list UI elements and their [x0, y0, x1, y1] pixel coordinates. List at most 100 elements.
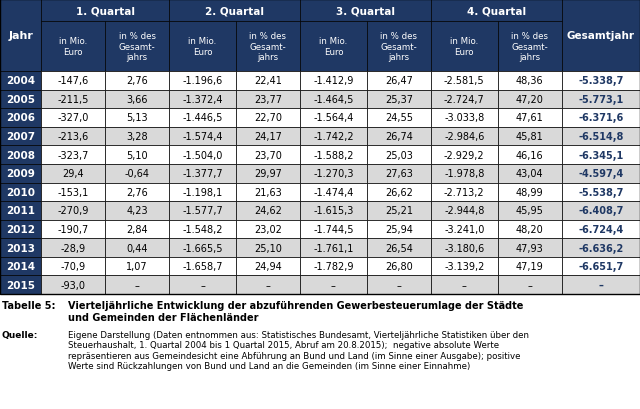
Bar [300, 72, 367, 90]
Text: -0,64: -0,64 [125, 169, 150, 179]
Bar [0, 183, 41, 202]
Text: -6.514,8: -6.514,8 [578, 132, 623, 142]
Bar [300, 164, 367, 183]
Bar [105, 257, 169, 276]
Text: -1.474,4: -1.474,4 [313, 187, 353, 197]
Text: -1.577,7: -1.577,7 [182, 206, 223, 216]
Text: in Mio.
Euro: in Mio. Euro [59, 37, 87, 56]
Bar [236, 202, 300, 220]
Bar [236, 109, 300, 128]
Bar [0, 202, 41, 220]
Bar [562, 0, 640, 72]
Bar [41, 109, 105, 128]
Bar [105, 146, 169, 164]
Bar [169, 72, 236, 90]
Bar [41, 239, 105, 257]
Text: -327,0: -327,0 [58, 113, 89, 123]
Text: in Mio.
Euro: in Mio. Euro [188, 37, 216, 56]
Bar [562, 257, 640, 276]
Bar [0, 164, 41, 183]
Text: 2012: 2012 [6, 225, 35, 234]
Text: 21,63: 21,63 [254, 187, 282, 197]
Bar [498, 183, 562, 202]
Text: -6.651,7: -6.651,7 [578, 261, 623, 272]
Text: 48,99: 48,99 [516, 187, 543, 197]
Text: –: – [396, 280, 401, 290]
Bar [0, 72, 41, 90]
Text: 2,76: 2,76 [126, 187, 148, 197]
Text: 5,10: 5,10 [126, 150, 148, 160]
Text: -2.984,6: -2.984,6 [444, 132, 484, 142]
Text: -211,5: -211,5 [58, 94, 89, 105]
Text: 48,20: 48,20 [516, 225, 543, 234]
Text: -6.345,1: -6.345,1 [578, 150, 623, 160]
Bar [0, 128, 41, 146]
Text: 43,04: 43,04 [516, 169, 543, 179]
Bar [41, 202, 105, 220]
Bar [0, 109, 41, 128]
Bar [105, 276, 169, 294]
Bar [41, 72, 105, 90]
Bar [41, 164, 105, 183]
Text: -2.944,8: -2.944,8 [444, 206, 484, 216]
Bar [498, 146, 562, 164]
Text: -1.377,7: -1.377,7 [182, 169, 223, 179]
Bar [169, 257, 236, 276]
Text: 3. Quartal: 3. Quartal [336, 6, 395, 16]
Bar [562, 202, 640, 220]
Text: 26,74: 26,74 [385, 132, 413, 142]
Bar [169, 239, 236, 257]
Text: 26,62: 26,62 [385, 187, 413, 197]
Text: -2.713,2: -2.713,2 [444, 187, 484, 197]
Text: 23,77: 23,77 [254, 94, 282, 105]
Bar [498, 276, 562, 294]
Text: 2010: 2010 [6, 187, 35, 197]
Text: -213,6: -213,6 [58, 132, 89, 142]
Text: -1.665,5: -1.665,5 [182, 243, 223, 253]
Text: 1,07: 1,07 [126, 261, 148, 272]
Bar [105, 109, 169, 128]
Text: Gesamtjahr: Gesamtjahr [567, 31, 635, 41]
Text: 3,28: 3,28 [126, 132, 148, 142]
Bar [0, 257, 41, 276]
Text: 47,93: 47,93 [516, 243, 543, 253]
Text: -3.033,8: -3.033,8 [444, 113, 484, 123]
Bar [236, 220, 300, 239]
Text: 2015: 2015 [6, 280, 35, 290]
Bar [498, 202, 562, 220]
Bar [300, 239, 367, 257]
Text: -5.538,7: -5.538,7 [578, 187, 623, 197]
Bar [300, 202, 367, 220]
Bar [236, 276, 300, 294]
Bar [562, 239, 640, 257]
Text: -4.597,4: -4.597,4 [578, 169, 623, 179]
Text: -1.744,5: -1.744,5 [313, 225, 354, 234]
Bar [41, 90, 105, 109]
Text: in Mio.
Euro: in Mio. Euro [319, 37, 348, 56]
Bar [169, 128, 236, 146]
Bar [236, 146, 300, 164]
Text: –: – [462, 280, 467, 290]
Bar [0, 90, 41, 109]
Text: -1.412,9: -1.412,9 [313, 76, 353, 86]
Text: 22,41: 22,41 [254, 76, 282, 86]
Bar [498, 109, 562, 128]
Bar [0, 146, 41, 164]
Text: 3,66: 3,66 [126, 94, 148, 105]
Bar [300, 276, 367, 294]
Text: 26,54: 26,54 [385, 243, 413, 253]
Bar [498, 220, 562, 239]
Text: 25,94: 25,94 [385, 225, 413, 234]
Bar [300, 90, 367, 109]
Text: -5.338,7: -5.338,7 [578, 76, 623, 86]
Text: -93,0: -93,0 [61, 280, 86, 290]
Bar [300, 220, 367, 239]
Bar [562, 90, 640, 109]
Text: 27,63: 27,63 [385, 169, 413, 179]
Text: 24,62: 24,62 [254, 206, 282, 216]
Text: 2,76: 2,76 [126, 76, 148, 86]
Text: -2.724,7: -2.724,7 [444, 94, 484, 105]
Text: –: – [134, 280, 140, 290]
Text: -1.658,7: -1.658,7 [182, 261, 223, 272]
Text: -1.548,2: -1.548,2 [182, 225, 223, 234]
